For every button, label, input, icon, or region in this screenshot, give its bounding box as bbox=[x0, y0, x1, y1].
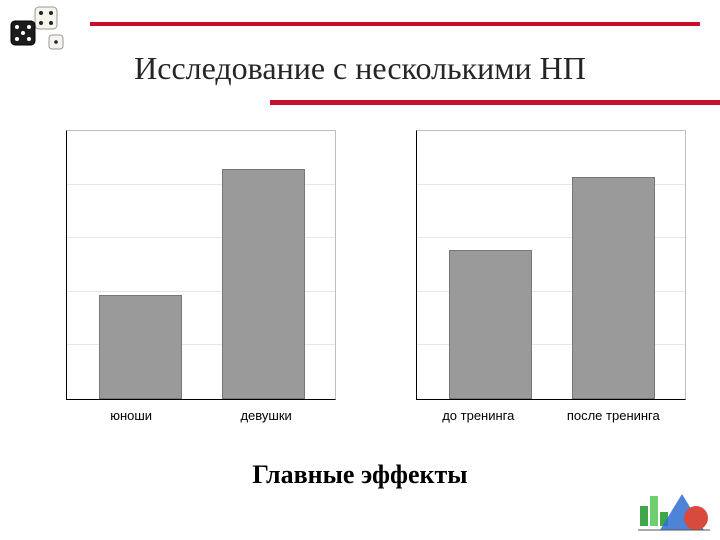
bar-1 bbox=[572, 177, 654, 399]
xtick: до тренинга bbox=[442, 408, 514, 432]
chart-training: уровень эмпатии до тренинга после тренин… bbox=[370, 120, 700, 440]
chart-gender: уровень эмпатии юноши девушки bbox=[20, 120, 350, 440]
dice-icon bbox=[5, 5, 75, 55]
stats-shapes-icon bbox=[634, 484, 714, 534]
x-axis-labels: до тренинга после тренинга bbox=[416, 408, 686, 432]
x-axis-labels: юноши девушки bbox=[66, 408, 336, 432]
caption: Главные эффекты bbox=[0, 460, 720, 490]
top-rule bbox=[90, 22, 700, 26]
page-title: Исследование с несколькими НП bbox=[0, 50, 720, 87]
bar-1 bbox=[222, 169, 304, 399]
bar-0 bbox=[99, 295, 181, 399]
plot-area bbox=[66, 130, 336, 400]
xtick: после тренинга bbox=[567, 408, 660, 432]
xtick: девушки bbox=[240, 408, 291, 432]
bar-0 bbox=[449, 250, 531, 399]
mid-rule bbox=[270, 100, 720, 105]
plot-area bbox=[416, 130, 686, 400]
xtick: юноши bbox=[110, 408, 152, 432]
charts-row: уровень эмпатии юноши девушки уровень эм… bbox=[20, 120, 700, 440]
